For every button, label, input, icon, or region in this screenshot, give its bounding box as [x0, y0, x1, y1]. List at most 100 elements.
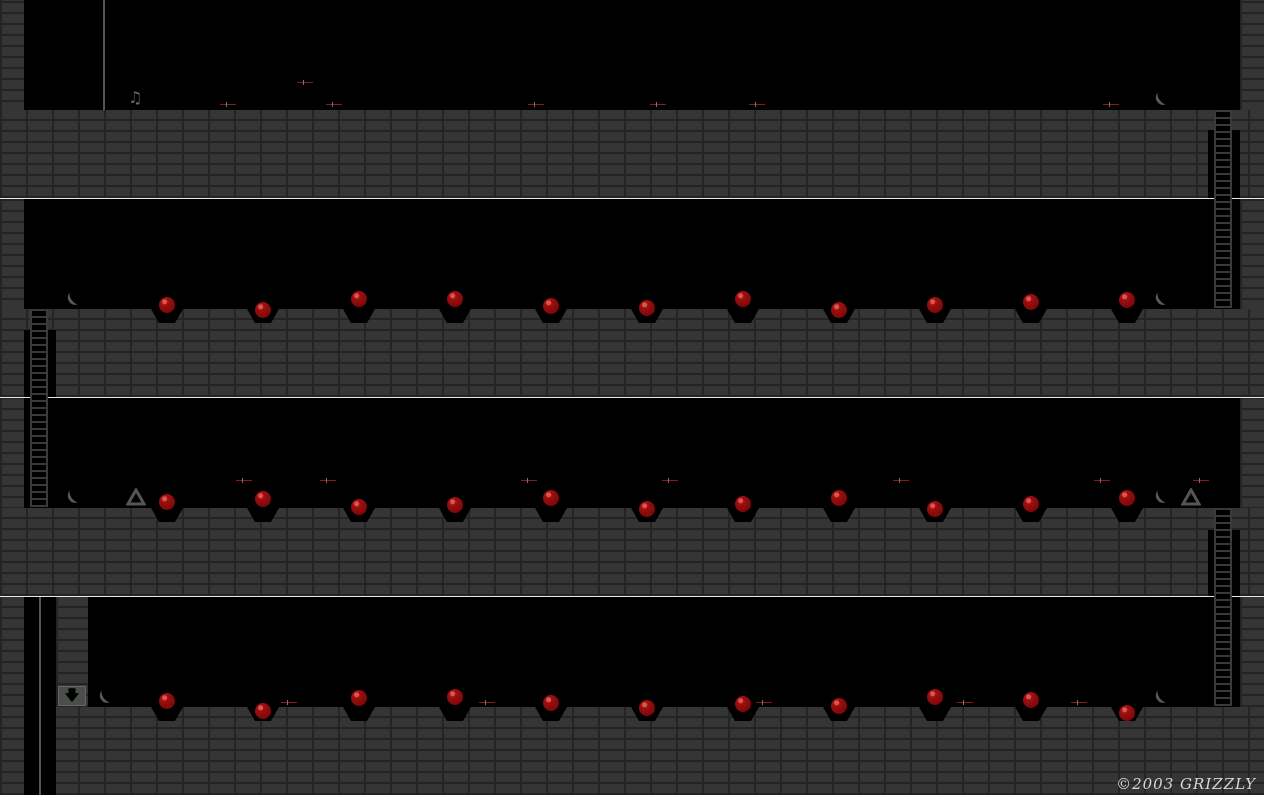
pit[interactable]	[823, 508, 855, 522]
red-ball[interactable]	[1119, 292, 1135, 308]
red-ball[interactable]	[543, 695, 559, 711]
separator	[0, 596, 1264, 597]
red-ball[interactable]	[831, 698, 847, 714]
crescent-blade[interactable]	[1153, 686, 1172, 706]
red-ball[interactable]	[543, 490, 559, 506]
red-ball[interactable]	[927, 689, 943, 705]
red-ball[interactable]	[1023, 496, 1039, 512]
knife[interactable]	[528, 102, 544, 107]
knife[interactable]	[957, 700, 973, 705]
pit[interactable]	[919, 707, 951, 721]
separator	[0, 198, 1264, 199]
red-ball[interactable]	[159, 494, 175, 510]
red-ball[interactable]	[831, 490, 847, 506]
red-ball[interactable]	[639, 700, 655, 716]
knife[interactable]	[326, 102, 342, 107]
pit[interactable]	[151, 309, 183, 323]
knife[interactable]	[297, 80, 313, 85]
pit[interactable]	[727, 309, 759, 323]
red-ball[interactable]	[639, 501, 655, 517]
red-ball[interactable]	[255, 491, 271, 507]
pit[interactable]	[151, 508, 183, 522]
pit[interactable]	[1015, 707, 1047, 721]
floor-4	[0, 707, 1264, 795]
knife[interactable]	[1103, 102, 1119, 107]
knife[interactable]	[521, 478, 537, 483]
red-ball[interactable]	[735, 696, 751, 712]
pit[interactable]	[535, 707, 567, 721]
separator	[0, 397, 1264, 398]
pit[interactable]	[823, 707, 855, 721]
crescent-blade[interactable]	[97, 686, 116, 706]
pit[interactable]	[151, 707, 183, 721]
red-ball[interactable]	[1119, 490, 1135, 506]
rope-top	[103, 0, 105, 110]
red-ball[interactable]	[159, 297, 175, 313]
pit[interactable]	[439, 508, 471, 522]
red-ball[interactable]	[543, 298, 559, 314]
pit[interactable]	[919, 309, 951, 323]
pit[interactable]	[631, 309, 663, 323]
red-ball[interactable]	[639, 300, 655, 316]
knife[interactable]	[281, 700, 297, 705]
red-ball[interactable]	[255, 302, 271, 318]
pit[interactable]	[727, 508, 759, 522]
knife[interactable]	[650, 102, 666, 107]
pit[interactable]	[343, 707, 375, 721]
red-ball[interactable]	[351, 499, 367, 515]
floor-2	[0, 309, 1264, 397]
red-ball[interactable]	[447, 291, 463, 307]
red-ball[interactable]	[255, 703, 271, 719]
exit-arrow-icon[interactable]: 🡇	[58, 686, 86, 706]
knife[interactable]	[893, 478, 909, 483]
floor-3	[0, 508, 1264, 596]
ladder[interactable]	[1214, 110, 1232, 308]
red-ball[interactable]	[831, 302, 847, 318]
red-ball[interactable]	[1119, 705, 1135, 721]
knife[interactable]	[756, 700, 772, 705]
crescent-blade[interactable]	[65, 486, 84, 506]
knife[interactable]	[749, 102, 765, 107]
rope-left	[39, 597, 41, 795]
pit[interactable]	[535, 508, 567, 522]
ladder[interactable]	[30, 309, 48, 507]
crescent-blade[interactable]	[65, 288, 84, 308]
floor-1	[0, 110, 1264, 198]
pit[interactable]	[1111, 508, 1143, 522]
knife[interactable]	[320, 478, 336, 483]
red-ball[interactable]	[447, 689, 463, 705]
red-ball[interactable]	[735, 291, 751, 307]
pit[interactable]	[535, 309, 567, 323]
red-ball[interactable]	[447, 497, 463, 513]
knife[interactable]	[1094, 478, 1110, 483]
red-ball[interactable]	[1023, 294, 1039, 310]
pit[interactable]	[247, 508, 279, 522]
knife[interactable]	[1193, 478, 1209, 483]
knife[interactable]	[662, 478, 678, 483]
crescent-blade[interactable]	[1153, 288, 1172, 308]
knife[interactable]	[236, 478, 252, 483]
red-ball[interactable]	[351, 690, 367, 706]
pit[interactable]	[1111, 309, 1143, 323]
knife[interactable]	[220, 102, 236, 107]
pit[interactable]	[1015, 508, 1047, 522]
red-ball[interactable]	[159, 693, 175, 709]
crescent-blade[interactable]	[1153, 88, 1172, 108]
pit[interactable]	[439, 707, 471, 721]
crescent-blade[interactable]	[1153, 486, 1172, 506]
ladder[interactable]	[1214, 508, 1232, 706]
red-ball[interactable]	[735, 496, 751, 512]
pit[interactable]	[727, 707, 759, 721]
red-ball[interactable]	[927, 501, 943, 517]
red-ball[interactable]	[1023, 692, 1039, 708]
knife[interactable]	[1071, 700, 1087, 705]
red-ball[interactable]	[927, 297, 943, 313]
music-note-icon[interactable]: ♫	[128, 88, 143, 107]
knife[interactable]	[479, 700, 495, 705]
pit[interactable]	[343, 508, 375, 522]
red-ball[interactable]	[351, 291, 367, 307]
pit[interactable]	[1015, 309, 1047, 323]
pit[interactable]	[439, 309, 471, 323]
pit[interactable]	[343, 309, 375, 323]
